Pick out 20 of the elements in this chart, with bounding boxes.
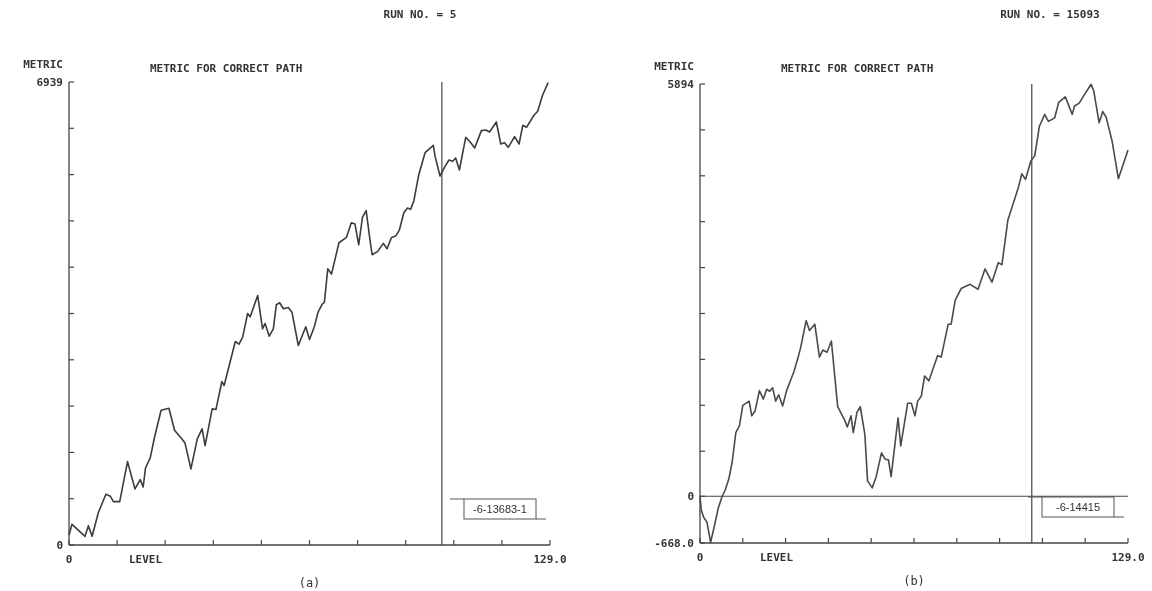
y-axis-title: METRIC bbox=[23, 58, 63, 71]
x-tick-label: 0 bbox=[65, 553, 73, 566]
y-tick-label: 5894 bbox=[667, 78, 695, 91]
chart-title: METRIC FOR CORRECT PATH bbox=[150, 62, 303, 75]
y-axis-title: METRIC bbox=[654, 60, 694, 73]
x-axis-title: LEVEL bbox=[760, 551, 794, 564]
x-tick-label: 129.0 bbox=[533, 553, 567, 566]
text: (b) bbox=[903, 574, 925, 588]
x-tick-label: 0 bbox=[696, 551, 704, 564]
x-tick-label: 129.0 bbox=[1111, 551, 1145, 564]
y-tick-label: 6939 bbox=[36, 76, 63, 89]
y-tick-label: 0 bbox=[687, 490, 694, 504]
annotation: -6-14415 bbox=[1055, 501, 1101, 513]
chart-subtitle: RUN NO. = 5 bbox=[383, 8, 457, 21]
x-axis-title: LEVEL bbox=[129, 553, 163, 566]
chart-title: METRIC FOR CORRECT PATH bbox=[781, 62, 934, 75]
y-tick-label: -668.0 bbox=[654, 537, 694, 550]
chart-subtitle: RUN NO. = 15093 bbox=[1000, 8, 1100, 21]
text: (a) bbox=[298, 576, 321, 590]
annotation: -6-13683-1 bbox=[473, 503, 527, 515]
